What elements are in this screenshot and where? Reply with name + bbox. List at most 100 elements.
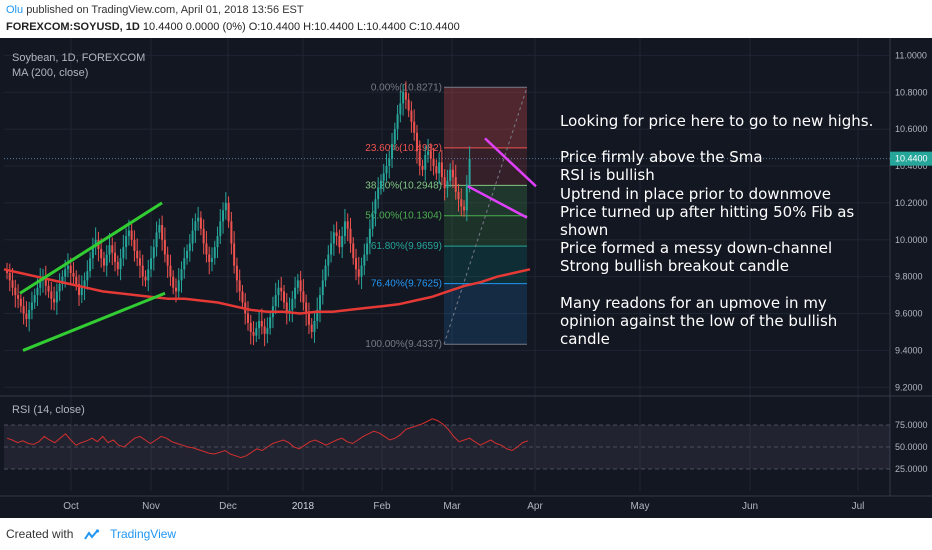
ohlc-values: 10.4400 0.0000 (0%) O:10.4400 H:10.4400 …: [142, 21, 460, 33]
annotation-line: Uptrend in place prior to downmove: [560, 184, 831, 203]
candle: [100, 249, 103, 259]
candle: [75, 276, 78, 285]
candle: [388, 158, 391, 167]
candle: [432, 158, 435, 167]
candle: [33, 295, 36, 303]
candle: [385, 166, 388, 174]
candle: [379, 180, 382, 189]
candle: [305, 302, 308, 314]
candle: [374, 199, 377, 214]
candle: [291, 298, 294, 310]
chart-area[interactable]: [0, 38, 932, 518]
candle: [463, 206, 466, 211]
candle: [66, 265, 69, 270]
candle: [427, 151, 430, 155]
candle: [39, 280, 42, 288]
price-axis-label: 10.0000: [895, 235, 928, 245]
candle: [280, 287, 283, 292]
candle: [205, 243, 208, 255]
fib-zone: [444, 246, 527, 284]
candle: [324, 265, 327, 281]
candle: [346, 221, 349, 229]
candle: [410, 110, 413, 122]
footer: Created with TradingView: [0, 518, 932, 550]
candle: [78, 284, 81, 296]
fib-level-label: 0.00%(10.8271): [371, 82, 442, 93]
candle: [17, 295, 20, 299]
current-price-badge: [890, 151, 932, 166]
down-channel-lower-line: [467, 185, 528, 219]
candle: [30, 302, 33, 310]
candle: [249, 322, 252, 332]
candle: [355, 258, 358, 270]
candle: [58, 284, 61, 292]
candle: [210, 258, 213, 262]
annotation-line: Price turned up after hitting 50% Fib as: [560, 202, 855, 221]
candle: [391, 143, 394, 159]
candle: [163, 239, 166, 255]
candle: [263, 326, 266, 334]
candle: [216, 236, 219, 248]
rsi-axis-label: 75.0000: [895, 420, 928, 430]
fib-level-label: 23.60%(10.4982): [365, 143, 442, 154]
candle: [424, 154, 427, 170]
candle: [407, 99, 410, 111]
footer-credit: Created with TradingView: [6, 527, 176, 541]
candle: [382, 173, 385, 181]
candle: [86, 271, 89, 281]
tradingview-link[interactable]: TradingView: [110, 527, 177, 541]
candle: [258, 320, 261, 329]
fib-level-label: 100.00%(9.4337): [365, 339, 442, 350]
author-link[interactable]: Olu: [6, 4, 24, 16]
candle: [352, 243, 355, 259]
candle: [465, 184, 468, 211]
candle: [47, 285, 50, 292]
candle: [224, 202, 227, 211]
current-price-label: 10.4400: [895, 154, 928, 164]
annotation-line: shown: [560, 221, 609, 240]
candle: [202, 228, 205, 244]
created-with-text: Created with: [6, 527, 74, 541]
candle: [313, 320, 316, 332]
candle: [152, 247, 155, 259]
fib-level-label: 76.40%(9.7625): [371, 279, 442, 290]
candle: [111, 245, 114, 253]
candle: [435, 166, 438, 174]
candle: [174, 287, 177, 292]
channel-upper-line: [19, 201, 163, 295]
candle: [44, 276, 47, 286]
candle: [443, 177, 446, 189]
candle: [36, 287, 39, 296]
candle: [457, 191, 460, 200]
candle: [343, 221, 346, 237]
candle: [260, 320, 263, 327]
candle: [371, 213, 374, 229]
price-axis-label: 9.6000: [895, 309, 923, 319]
candle: [108, 245, 111, 255]
candle: [208, 254, 211, 262]
candle: [332, 232, 335, 244]
price-axis-label: 10.4000: [895, 161, 928, 171]
candle: [169, 265, 172, 277]
price-axis-label: 9.2000: [895, 382, 923, 392]
candle: [310, 324, 313, 332]
candle: [235, 265, 238, 281]
candle: [360, 265, 363, 277]
price-axis-label: 10.8000: [895, 87, 928, 97]
fib-zone: [444, 147, 527, 186]
candle: [396, 114, 399, 130]
candle: [147, 269, 150, 281]
candle: [330, 243, 333, 255]
candle: [454, 177, 457, 192]
price-chart[interactable]: 0.00%(10.8271) 23.60%(10.4982) 38.20%(10.2…: [0, 38, 932, 518]
rsi-line: [6, 418, 529, 459]
annotation-line: Strong bullish breakout candle: [560, 257, 789, 276]
candle: [238, 280, 241, 292]
candle: [138, 258, 141, 266]
candle: [166, 254, 169, 266]
candle: [150, 258, 153, 270]
time-axis-label: Jul: [852, 501, 865, 512]
chart-title: Soybean, 1D, FOREXCOM: [12, 52, 146, 64]
candle: [50, 291, 53, 299]
candle: [377, 188, 380, 200]
